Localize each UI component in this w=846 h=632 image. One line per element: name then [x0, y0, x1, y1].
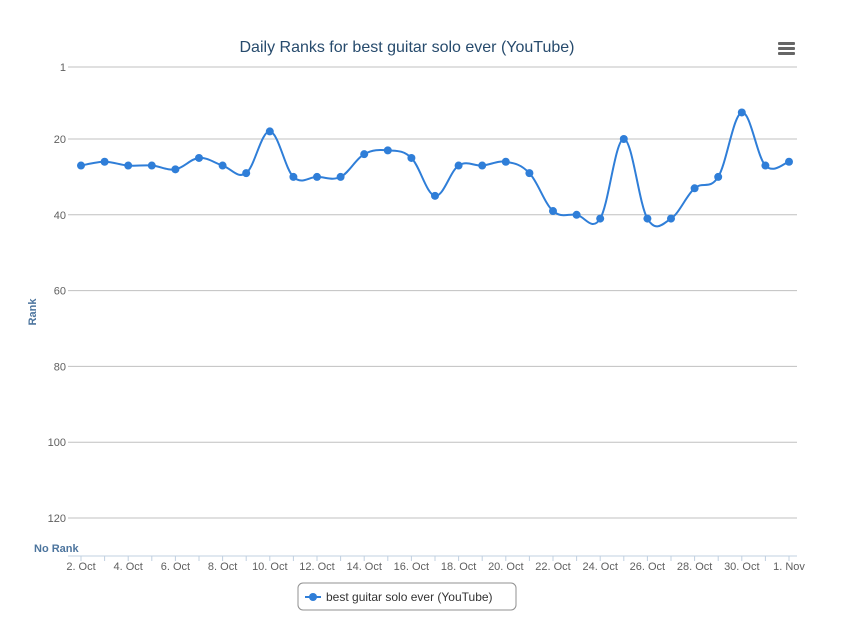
data-point[interactable] [147, 161, 156, 170]
no-rank-label: No Rank [34, 543, 80, 555]
y-tick-label: 100 [48, 437, 66, 449]
legend-marker-icon [309, 593, 317, 601]
y-tick-label: 80 [54, 361, 66, 373]
x-tick-label: 24. Oct [582, 561, 617, 573]
x-tick-label: 22. Oct [535, 561, 570, 573]
data-point[interactable] [360, 150, 369, 159]
hamburger-menu-icon [778, 42, 795, 55]
data-point[interactable] [336, 172, 345, 181]
x-tick-label: 10. Oct [252, 561, 287, 573]
data-point[interactable] [313, 172, 321, 181]
data-point[interactable] [242, 169, 251, 178]
x-tick-label: 20. Oct [488, 561, 523, 573]
x-tick-label: 16. Oct [394, 561, 429, 573]
x-tick-label: 18. Oct [441, 561, 476, 573]
data-point[interactable] [218, 161, 227, 170]
data-point[interactable] [383, 146, 392, 155]
y-tick-label: 40 [54, 210, 66, 222]
data-point[interactable] [478, 161, 487, 170]
data-point[interactable] [454, 161, 463, 170]
x-tick-label: 26. Oct [630, 561, 665, 573]
x-tick-label: 2. Oct [66, 561, 95, 573]
x-tick-label: 28. Oct [677, 561, 712, 573]
data-point[interactable] [572, 210, 581, 219]
y-axis-title: Rank [27, 298, 39, 326]
x-axis-ticks: 2. Oct 4. Oct 6. Oct 8. Oct 10. Oct 12. Oct 14… [66, 556, 805, 573]
x-tick-label: 6. Oct [161, 561, 190, 573]
data-point[interactable] [737, 108, 746, 117]
data-point[interactable] [761, 161, 770, 170]
legend-label: best guitar solo ever (YouTube) [326, 590, 493, 604]
data-point[interactable] [100, 157, 109, 166]
data-point[interactable] [667, 214, 675, 223]
data-point[interactable] [525, 169, 534, 178]
data-point[interactable] [785, 157, 793, 166]
data-point[interactable] [77, 161, 85, 170]
x-tick-label: 4. Oct [114, 561, 143, 573]
data-point[interactable] [407, 153, 416, 162]
y-tick-label: 60 [54, 286, 66, 298]
data-point[interactable] [549, 207, 557, 216]
x-tick-label: 1. Nov [773, 561, 805, 573]
data-point[interactable] [619, 135, 628, 144]
legend-box [297, 582, 517, 611]
data-point[interactable] [124, 161, 133, 170]
legend-item[interactable]: best guitar solo ever (YouTube) [305, 590, 493, 604]
chart-title: Daily Ranks for best guitar solo ever (Y… [240, 39, 575, 56]
data-point[interactable] [171, 165, 180, 174]
y-tick-label: 1 [60, 62, 66, 74]
data-point[interactable] [714, 172, 723, 181]
series-points [77, 108, 793, 223]
export-menu-button[interactable] [768, 34, 804, 62]
data-point[interactable] [596, 214, 605, 223]
data-point[interactable] [289, 172, 298, 181]
data-point[interactable] [643, 214, 652, 223]
y-tick-label: 20 [54, 134, 66, 146]
data-point[interactable] [431, 191, 439, 200]
x-tick-label: 12. Oct [299, 561, 334, 573]
gridlines [68, 66, 797, 519]
legend[interactable]: best guitar solo ever (YouTube) [297, 582, 517, 611]
x-tick-label: 14. Oct [346, 561, 381, 573]
y-tick-label: 120 [48, 513, 66, 525]
data-point[interactable] [690, 184, 699, 193]
series-line [80, 111, 790, 228]
data-point[interactable] [501, 157, 510, 166]
data-point[interactable] [195, 153, 203, 162]
data-point[interactable] [265, 127, 274, 136]
x-tick-label: 30. Oct [724, 561, 759, 573]
x-tick-label: 8. Oct [208, 561, 237, 573]
